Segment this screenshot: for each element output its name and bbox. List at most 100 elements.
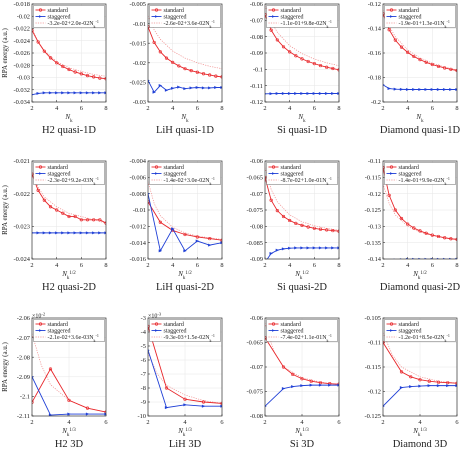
y-tick-label: -0.11 bbox=[250, 83, 263, 90]
legend-label-standard: standard bbox=[281, 8, 301, 14]
point-staggered bbox=[67, 91, 71, 95]
legend-fit-subscript: k bbox=[210, 181, 212, 186]
y-tick-label: -7 bbox=[141, 371, 147, 378]
x-tick-label: 6 bbox=[313, 105, 316, 112]
point-staggered bbox=[85, 91, 90, 95]
legend-marker-standard bbox=[389, 322, 394, 326]
point-standard bbox=[300, 377, 304, 381]
series-line-standard bbox=[32, 173, 106, 224]
x-tick-label: 2 bbox=[381, 419, 384, 426]
y-tick-label: -10 bbox=[137, 413, 146, 420]
point-standard bbox=[325, 65, 329, 69]
legend-fit-subscript: k bbox=[210, 338, 212, 343]
data-layer bbox=[32, 28, 106, 96]
point-staggered bbox=[294, 246, 298, 250]
point-standard bbox=[85, 218, 90, 222]
point-staggered bbox=[152, 90, 157, 94]
y-tick-label: -0.012 bbox=[129, 224, 146, 231]
point-staggered bbox=[104, 91, 106, 95]
y-tick-label: -2.07 bbox=[17, 335, 31, 342]
point-staggered bbox=[79, 231, 84, 235]
x-axis-label-superscript: 1/3 bbox=[185, 428, 192, 433]
point-standard bbox=[85, 406, 90, 410]
point-standard bbox=[418, 378, 422, 382]
point-staggered bbox=[42, 91, 47, 95]
x-tick-label: 4 bbox=[300, 419, 304, 426]
data-layer bbox=[383, 165, 457, 259]
legend-label-fit: -9.3e-03+1.5e-02Nk-1 bbox=[164, 333, 215, 343]
x-tick-label: 2 bbox=[146, 419, 149, 426]
x-axis-label-superscript: 1/3 bbox=[69, 428, 76, 433]
point-staggered bbox=[300, 246, 304, 250]
point-standard bbox=[291, 372, 295, 376]
point-staggered bbox=[269, 251, 274, 255]
x-tick-label: 6 bbox=[104, 419, 107, 426]
x-axis-label-symbol: N bbox=[412, 427, 418, 435]
x-tick-label: 4 bbox=[406, 105, 410, 112]
legend-marker-staggered bbox=[39, 15, 42, 18]
x-axis-label-subscript: k bbox=[418, 276, 421, 281]
axes-frame bbox=[31, 317, 107, 417]
point-staggered bbox=[55, 231, 59, 235]
panel-title: Si quasi-2D bbox=[277, 282, 327, 293]
x-axis-label: Nk bbox=[180, 113, 189, 124]
y-tick-label: -0.09 bbox=[250, 50, 263, 57]
x-tick-label: 8 bbox=[220, 105, 223, 112]
point-staggered bbox=[104, 412, 106, 416]
point-staggered bbox=[61, 231, 65, 235]
point-staggered bbox=[85, 231, 90, 235]
x-tick-label: 2 bbox=[146, 105, 149, 112]
legend-label-fit: -1.1e-01+9.8e-02Nk-1 bbox=[281, 19, 332, 29]
x-tick-label: 4 bbox=[288, 262, 292, 269]
point-standard bbox=[455, 68, 457, 73]
legend-label-staggered: staggered bbox=[399, 15, 422, 21]
legend-marker-standard bbox=[271, 165, 276, 169]
y-tick-label: -2.1 bbox=[20, 394, 30, 401]
point-standard bbox=[412, 54, 416, 59]
point-staggered bbox=[393, 87, 398, 91]
legend-marker-standard bbox=[389, 165, 394, 169]
series-line-standard bbox=[265, 14, 339, 71]
point-standard bbox=[42, 49, 46, 53]
legend-box bbox=[384, 5, 456, 28]
legend-box bbox=[266, 162, 338, 185]
legend-label-standard: standard bbox=[48, 8, 68, 14]
y-tick-label: -0.07 bbox=[250, 18, 264, 25]
axes-frame bbox=[382, 160, 458, 260]
point-staggered bbox=[32, 93, 34, 96]
panel-title: LiH quasi-2D bbox=[156, 282, 214, 293]
data-layer bbox=[383, 10, 457, 92]
x-axis-label: Nk1/3 bbox=[294, 427, 309, 438]
point-staggered bbox=[177, 85, 181, 89]
point-staggered bbox=[208, 86, 212, 90]
point-staggered bbox=[383, 84, 385, 86]
x-axis-label-subscript: k bbox=[303, 119, 306, 124]
panel-title: Si quasi-1D bbox=[277, 125, 327, 136]
y-tick-label: -2.08 bbox=[17, 354, 30, 361]
y-tick-label: -0.004 bbox=[129, 158, 146, 165]
x-tick-label: 6 bbox=[313, 262, 316, 269]
x-tick-label: 6 bbox=[220, 419, 223, 426]
legend-fit-exponent: -1 bbox=[212, 176, 215, 181]
x-tick-label: 2 bbox=[263, 419, 266, 426]
point-standard bbox=[208, 236, 212, 241]
y-tick-label: -0.03 bbox=[133, 99, 146, 106]
point-staggered bbox=[436, 87, 441, 92]
legend-marker-standard bbox=[271, 8, 276, 12]
x-axis-label-subscript: k bbox=[421, 119, 424, 124]
legend-fit-subscript: k bbox=[327, 181, 329, 186]
legend-marker-standard bbox=[154, 8, 159, 12]
y-axis-label: RPA energy (a.u.) bbox=[1, 184, 9, 234]
x-tick-label: 6 bbox=[80, 262, 83, 269]
point-standard bbox=[312, 62, 316, 66]
point-standard bbox=[98, 76, 102, 80]
legend-label-standard: standard bbox=[164, 8, 184, 14]
y-tick-label: -0.065 bbox=[246, 175, 263, 182]
x-axis-label: Nk1/2 bbox=[177, 270, 192, 281]
point-standard bbox=[281, 365, 286, 369]
y-tick-label: -0.07 bbox=[250, 191, 264, 198]
